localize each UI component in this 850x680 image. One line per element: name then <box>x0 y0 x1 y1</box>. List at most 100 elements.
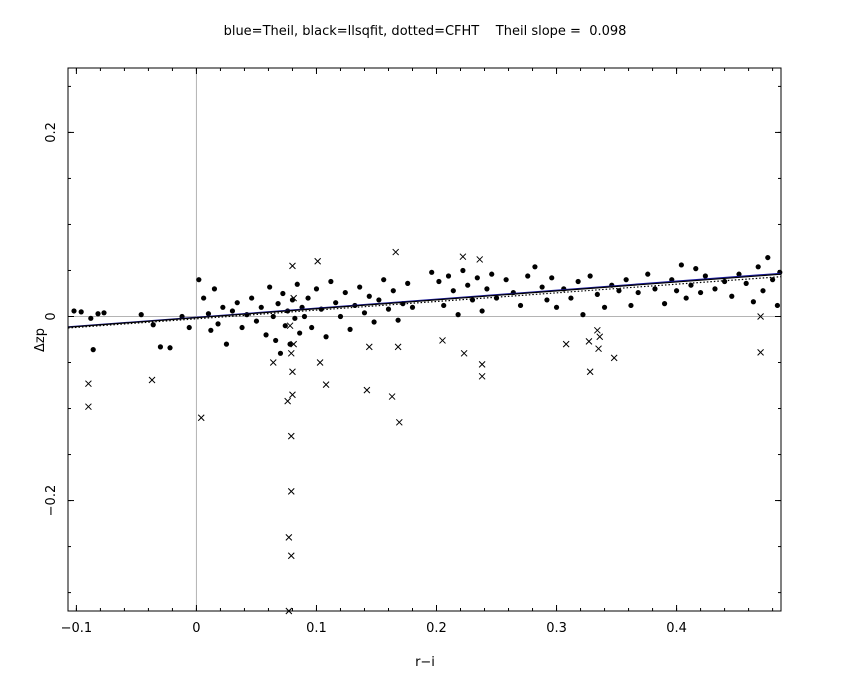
outlier-point <box>148 376 156 384</box>
outlier-point <box>596 333 604 341</box>
data-point <box>405 280 411 286</box>
data-point <box>157 344 164 350</box>
data-point <box>479 308 485 314</box>
data-point <box>409 304 416 310</box>
data-point <box>275 301 281 307</box>
axis-ticks: −0.1 0 0.1 0.2 0.3 0.4 −0.2 0 0.2 <box>44 68 781 636</box>
data-point <box>167 345 173 351</box>
data-point <box>702 273 708 279</box>
data-point <box>294 281 300 287</box>
data-point <box>465 282 471 288</box>
data-point <box>305 295 311 301</box>
data-point <box>493 295 500 301</box>
x-tick-label: 0 <box>192 621 200 636</box>
data-point <box>208 327 214 333</box>
data-point <box>249 295 255 301</box>
data-point <box>544 297 550 303</box>
reference-lines <box>68 68 781 611</box>
data-point <box>282 323 288 329</box>
data-point <box>635 289 641 296</box>
outlier-point <box>290 294 298 302</box>
data-point <box>328 278 334 285</box>
data-point <box>774 302 780 309</box>
outlier-point <box>459 253 467 261</box>
data-point <box>313 286 320 292</box>
data-point <box>138 312 144 318</box>
outlier-point <box>290 340 298 348</box>
data-point <box>366 293 372 299</box>
data-point <box>697 289 704 296</box>
data-point <box>101 310 107 316</box>
y-tick-label: 0 <box>44 312 59 320</box>
data-point <box>769 277 776 283</box>
data-point <box>594 291 600 298</box>
outlier-point <box>478 372 486 380</box>
data-point <box>215 321 221 327</box>
data-point <box>532 264 538 270</box>
outlier-point <box>388 393 396 400</box>
outlier-point <box>85 380 92 388</box>
plot-frame <box>67 67 782 612</box>
data-point <box>503 277 509 283</box>
data-point <box>760 288 766 294</box>
data-point <box>587 273 593 279</box>
x-tick-label: 0.2 <box>426 621 447 636</box>
data-point <box>342 289 348 296</box>
data-point <box>395 317 401 323</box>
data-point <box>469 297 476 303</box>
outlier-point <box>365 343 373 351</box>
data-point <box>645 271 651 277</box>
data-point <box>280 290 286 297</box>
data-point <box>196 277 202 283</box>
outlier-point <box>757 313 764 320</box>
data-point <box>455 312 461 318</box>
data-point <box>381 277 387 283</box>
y-tick-label: 0.2 <box>44 122 59 143</box>
data-point <box>270 313 276 320</box>
data-point <box>347 326 353 332</box>
data-point <box>263 332 269 338</box>
data-point <box>628 302 634 309</box>
data-point <box>601 304 608 310</box>
x-tick-label: 0.3 <box>546 621 567 636</box>
y-tick-label: −0.2 <box>44 485 59 517</box>
data-point <box>258 304 264 310</box>
data-point <box>460 267 466 274</box>
outlier-point <box>197 414 205 422</box>
outlier-point <box>363 386 371 394</box>
outlier-point <box>285 534 293 541</box>
data-point <box>489 271 495 277</box>
fit-lines <box>67 272 782 329</box>
data-point <box>333 300 339 306</box>
data-point <box>652 286 658 292</box>
data-point <box>239 324 245 331</box>
x-tick-label: 0.1 <box>306 621 327 636</box>
y-axis-title: Δzp <box>33 328 48 352</box>
data-point <box>357 284 363 290</box>
outlier-point <box>287 349 295 357</box>
data-point <box>580 312 586 318</box>
data-point <box>765 254 771 261</box>
data-point <box>568 295 574 301</box>
fit-line-cfht <box>67 276 782 329</box>
data-point <box>223 341 230 347</box>
outlier-point <box>322 381 330 388</box>
data-point <box>474 275 480 281</box>
data-point <box>441 302 447 309</box>
data-point <box>755 264 761 270</box>
fit-line-llsqfit <box>67 273 782 328</box>
data-point <box>186 324 192 331</box>
outlier-point <box>85 403 92 411</box>
data-point <box>78 309 84 315</box>
outlier-point <box>610 354 618 362</box>
data-point <box>361 310 368 316</box>
data-point <box>729 293 735 299</box>
data-point <box>390 288 396 294</box>
data-point <box>95 311 101 317</box>
data-point <box>267 284 273 290</box>
data-point <box>693 266 699 272</box>
data-point <box>337 313 344 320</box>
outlier-point <box>395 418 403 426</box>
data-point <box>90 347 96 353</box>
